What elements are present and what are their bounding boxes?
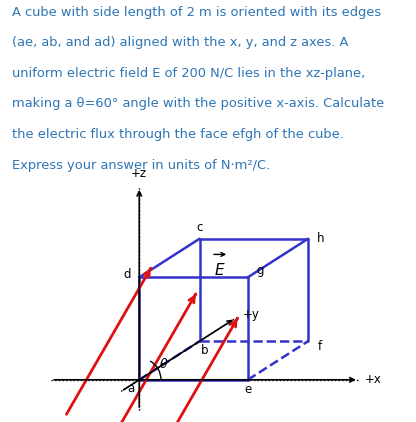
Text: +y: +y bbox=[243, 308, 260, 321]
Text: A cube with side length of 2 m is oriented with its edges: A cube with side length of 2 m is orient… bbox=[12, 5, 381, 19]
Text: +x: +x bbox=[365, 373, 381, 386]
Text: c: c bbox=[196, 222, 203, 234]
Text: uniform electric field E of 200 N/C lies in the xz-plane,: uniform electric field E of 200 N/C lies… bbox=[12, 67, 366, 80]
Text: the electric flux through the face efgh of the cube.: the electric flux through the face efgh … bbox=[12, 128, 344, 141]
Text: h: h bbox=[317, 232, 324, 245]
Text: +z: +z bbox=[131, 167, 147, 180]
Text: Express your answer in units of N⋅m²/C.: Express your answer in units of N⋅m²/C. bbox=[12, 159, 271, 172]
Text: $E$: $E$ bbox=[214, 262, 226, 278]
Text: b: b bbox=[201, 344, 208, 357]
Text: (ae, ab, and ad) aligned with the x, y, and z axes. A: (ae, ab, and ad) aligned with the x, y, … bbox=[12, 36, 349, 49]
Text: a: a bbox=[127, 382, 134, 395]
Text: $\theta$: $\theta$ bbox=[158, 357, 168, 371]
Text: f: f bbox=[318, 340, 322, 352]
Text: e: e bbox=[244, 383, 251, 396]
Text: g: g bbox=[256, 264, 264, 276]
Text: making a θ=60° angle with the positive x-axis. Calculate: making a θ=60° angle with the positive x… bbox=[12, 97, 385, 111]
Text: d: d bbox=[124, 268, 131, 281]
